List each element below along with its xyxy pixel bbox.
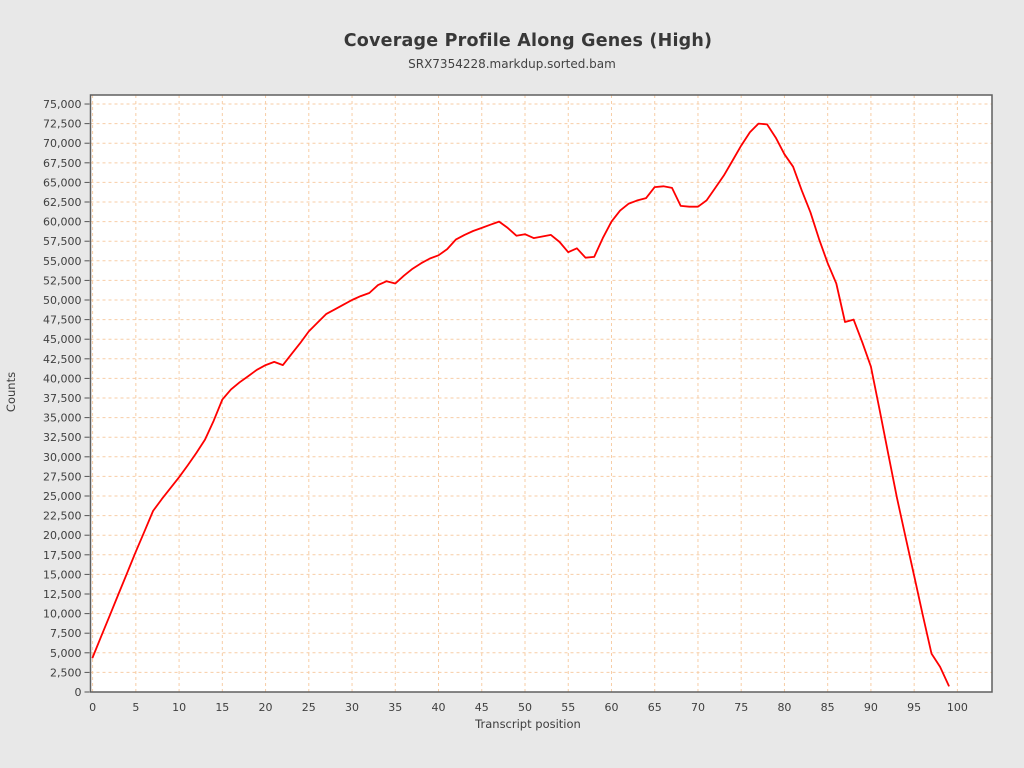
y-tick-label: 70,000 [43, 137, 82, 150]
chart-title: Coverage Profile Along Genes (High) [343, 31, 713, 51]
x-tick-label: 35 [388, 701, 402, 714]
x-tick-label: 60 [604, 701, 618, 714]
y-tick-label: 42,500 [43, 353, 82, 366]
x-tick-label: 80 [777, 701, 791, 714]
y-tick-label: 2,500 [50, 666, 82, 679]
plot-border [89, 94, 993, 693]
x-tick-label: 55 [561, 701, 575, 714]
x-tick-label: 30 [345, 701, 359, 714]
y-tick-label: 25,000 [43, 490, 82, 503]
y-tick-label: 5,000 [50, 647, 82, 660]
x-tick-label: 45 [475, 701, 489, 714]
x-tick-label: 90 [864, 701, 878, 714]
x-tick-label: 5 [132, 701, 139, 714]
y-tick-label: 22,500 [43, 510, 82, 523]
x-tick-label: 50 [518, 701, 532, 714]
y-tick-label: 72,500 [43, 118, 82, 131]
y-tick-label: 17,500 [43, 549, 82, 562]
y-tick-label: 30,000 [43, 451, 82, 464]
plot-area [90, 95, 992, 692]
y-tick-label: 37,500 [43, 392, 82, 405]
y-tick-label: 40,000 [43, 372, 82, 385]
x-tick-label: 0 [89, 701, 96, 714]
coverage-line [91, 122, 950, 687]
y-tick-label: 32,500 [43, 431, 82, 444]
y-tick-label: 15,000 [43, 568, 82, 581]
y-tick-label: 50,000 [43, 294, 82, 307]
x-tick-label: 95 [907, 701, 921, 714]
x-tick-label: 40 [432, 701, 446, 714]
chart-subtitle: SRX7354228.markdup.sorted.bam [408, 57, 616, 71]
x-tick-label: 15 [215, 701, 229, 714]
y-tick-label: 60,000 [43, 216, 82, 229]
x-tick-label: 75 [734, 701, 748, 714]
x-tick-label: 100 [947, 701, 968, 714]
y-tick-label: 47,500 [43, 314, 82, 327]
x-axis-title: Transcript position [475, 717, 581, 731]
x-tick-label: 85 [821, 701, 835, 714]
x-tick-label: 10 [172, 701, 186, 714]
y-axis-title: Counts [4, 371, 18, 413]
y-tick-label: 7,500 [50, 627, 82, 640]
y-tick-label: 67,500 [43, 157, 82, 170]
y-tick-label: 62,500 [43, 196, 82, 209]
y-tick-label: 52,500 [43, 274, 82, 287]
y-tick-label: 55,000 [43, 255, 82, 268]
y-tick-label: 57,500 [43, 235, 82, 248]
y-tick-label: 35,000 [43, 412, 82, 425]
y-tick-label: 20,000 [43, 529, 82, 542]
x-tick-label: 65 [648, 701, 662, 714]
x-tick-label: 70 [691, 701, 705, 714]
y-tick-label: 10,000 [43, 608, 82, 621]
y-tick-label: 75,000 [43, 98, 82, 111]
x-tick-label: 25 [302, 701, 316, 714]
y-tick-label: 0 [75, 686, 82, 699]
x-tick-label: 20 [259, 701, 273, 714]
y-tick-label: 45,000 [43, 333, 82, 346]
y-tick-label: 27,500 [43, 470, 82, 483]
y-tick-label: 12,500 [43, 588, 82, 601]
y-tick-label: 65,000 [43, 176, 82, 189]
